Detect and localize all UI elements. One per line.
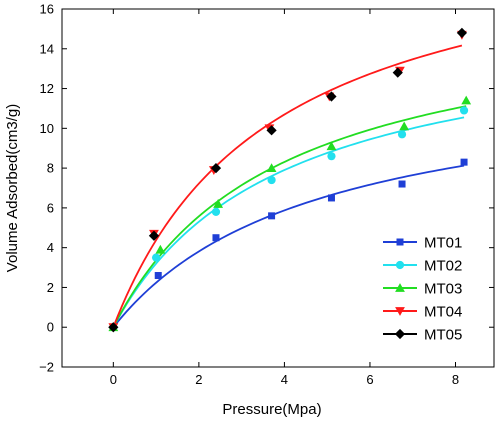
y-axis-title: Volume Adsorbed(cm3/g) (4, 104, 21, 272)
data-point-mt05 (210, 163, 222, 174)
x-tick-label: 6 (366, 372, 373, 387)
data-point-mt02 (397, 130, 407, 139)
legend-label: MT02 (424, 258, 462, 275)
data-point-mt01 (154, 272, 162, 280)
data-point-mt02 (267, 175, 276, 185)
data-points (108, 27, 472, 333)
legend-label: MT01 (424, 235, 462, 252)
legend-marker (395, 307, 405, 316)
y-tick-label: 0 (47, 320, 54, 335)
data-point-mt03 (461, 95, 472, 105)
y-tick-label: 14 (40, 41, 54, 56)
y-tick-label: 2 (47, 280, 54, 295)
legend-label: MT04 (424, 304, 462, 321)
x-tick-label: 0 (110, 372, 117, 387)
x-tick-label: 8 (452, 372, 459, 387)
data-point-mt05 (392, 67, 403, 78)
legend-item-mt03: MT03 (383, 281, 462, 298)
data-point-mt05 (456, 27, 468, 38)
x-tick-label: 2 (195, 372, 202, 387)
data-point-mt02 (211, 207, 221, 216)
axis-ticks: 0 2 4 6 8 −2 0 2 4 6 8 10 12 14 16 (39, 2, 494, 387)
data-point-mt01 (327, 194, 335, 202)
legend-marker (395, 283, 405, 292)
data-point-mt01 (212, 234, 220, 242)
data-point-mt01 (398, 180, 406, 188)
data-point-mt02 (327, 152, 336, 161)
data-point-mt01 (268, 212, 276, 220)
data-point-mt05 (108, 322, 119, 333)
legend-item-mt05: MT05 (383, 327, 462, 344)
data-point-mt02 (459, 106, 469, 115)
y-tick-label: 16 (40, 2, 54, 17)
y-tick-label: 6 (47, 200, 54, 215)
data-point-mt03 (213, 199, 224, 208)
y-tick-label: 4 (47, 240, 54, 255)
series-mt05 (108, 27, 468, 333)
y-tick-label: 8 (47, 161, 54, 176)
fit-curve-mt03 (112, 105, 467, 328)
legend-label: MT05 (424, 327, 462, 344)
y-tick-label: 12 (40, 81, 54, 96)
x-axis-title: Pressure(Mpa) (222, 401, 321, 418)
data-point-mt03 (266, 163, 277, 173)
legend-marker (395, 260, 405, 270)
legend: MT01 MT02 MT03 MT04 MT05 (383, 235, 462, 344)
legend-item-mt01: MT01 (383, 235, 462, 252)
y-tick-label: 10 (40, 121, 54, 136)
data-point-mt03 (326, 141, 337, 151)
data-point-mt02 (151, 253, 161, 262)
data-point-mt03 (399, 121, 410, 131)
legend-item-mt04: MT04 (383, 304, 462, 321)
x-tick-label: 4 (281, 372, 288, 387)
fit-curve-mt01 (112, 164, 465, 328)
legend-marker (396, 238, 404, 246)
legend-marker (394, 328, 406, 340)
fit-curve-mt04 (112, 44, 463, 328)
data-point-mt05 (266, 125, 277, 136)
data-point-mt03 (155, 244, 166, 254)
legend-item-mt02: MT02 (383, 258, 462, 275)
legend-label: MT03 (424, 281, 462, 298)
y-tick-label: −2 (39, 360, 54, 375)
data-point-mt05 (326, 91, 337, 102)
data-point-mt01 (460, 158, 468, 166)
plot-frame (61, 8, 495, 368)
data-point-mt05 (148, 230, 160, 241)
